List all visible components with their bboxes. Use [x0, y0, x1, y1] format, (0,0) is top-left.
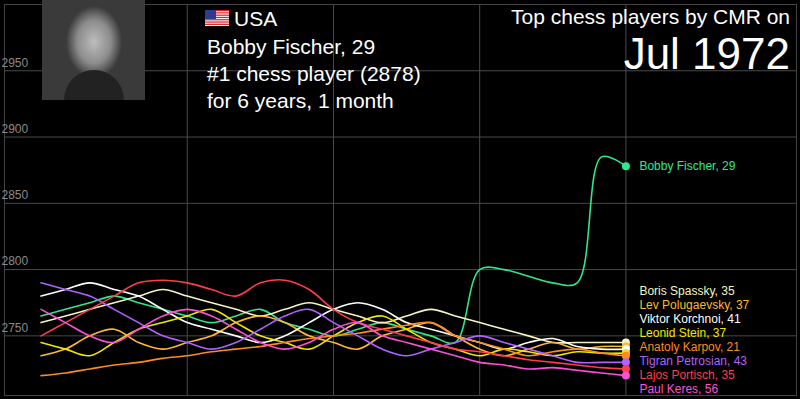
html-text:Paul Keres, 56: Paul Keres, 56 — [639, 382, 719, 396]
html-text:#1 chess player (2878): #1 chess player (2878) — [207, 62, 421, 85]
svg-text:2750: 2750 — [2, 321, 29, 335]
html-text:Lajos Portisch, 35: Lajos Portisch, 35 — [639, 368, 735, 382]
svg-text:2900: 2900 — [2, 122, 29, 136]
html-text:Bobby Fischer, 29: Bobby Fischer, 29 — [207, 35, 376, 58]
html-text:Tigran Petrosian, 43: Tigran Petrosian, 43 — [639, 354, 747, 368]
html-text:for 6 years, 1 month: for 6 years, 1 month — [207, 89, 394, 112]
html-text:Bobby Fischer, 29: Bobby Fischer, 29 — [639, 158, 736, 173]
svg-text:2850: 2850 — [2, 188, 29, 202]
html-text:Top chess players by CMR on: Top chess players by CMR on — [511, 5, 790, 28]
svg-text:2950: 2950 — [2, 56, 29, 70]
html-text:USA: USA — [234, 7, 278, 30]
html-text:Anatoly Karpov, 21: Anatoly Karpov, 21 — [639, 340, 740, 354]
html-text:Leonid Stein, 37: Leonid Stein, 37 — [639, 326, 727, 340]
html-text:Viktor Korchnoi, 41: Viktor Korchnoi, 41 — [639, 312, 741, 326]
html-text:Boris Spassky, 35: Boris Spassky, 35 — [639, 284, 735, 298]
svg-text:2800: 2800 — [2, 254, 29, 268]
html-text:Lev Polugaevsky, 37: Lev Polugaevsky, 37 — [639, 298, 750, 312]
html-text:Jul 1972: Jul 1972 — [623, 29, 790, 78]
